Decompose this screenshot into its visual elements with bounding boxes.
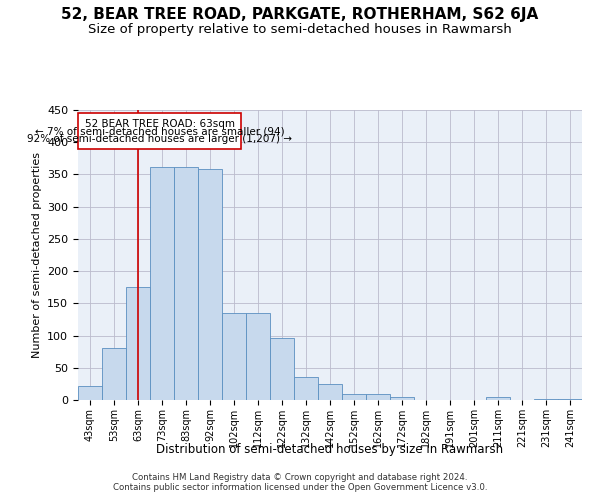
Text: Distribution of semi-detached houses by size in Rawmarsh: Distribution of semi-detached houses by … bbox=[157, 442, 503, 456]
Text: 92% of semi-detached houses are larger (1,207) →: 92% of semi-detached houses are larger (… bbox=[27, 134, 292, 144]
Bar bbox=[294, 378, 318, 400]
Bar bbox=[78, 113, 241, 148]
Bar bbox=[78, 386, 102, 400]
Bar bbox=[126, 287, 150, 400]
Text: ← 7% of semi-detached houses are smaller (94): ← 7% of semi-detached houses are smaller… bbox=[35, 127, 284, 137]
Text: Contains public sector information licensed under the Open Government Licence v3: Contains public sector information licen… bbox=[113, 482, 487, 492]
Bar bbox=[102, 348, 126, 400]
Bar bbox=[246, 313, 270, 400]
Bar bbox=[222, 313, 246, 400]
Text: 52 BEAR TREE ROAD: 63sqm: 52 BEAR TREE ROAD: 63sqm bbox=[85, 119, 235, 129]
Y-axis label: Number of semi-detached properties: Number of semi-detached properties bbox=[32, 152, 41, 358]
Bar bbox=[318, 384, 342, 400]
Bar bbox=[534, 398, 558, 400]
Text: Size of property relative to semi-detached houses in Rawmarsh: Size of property relative to semi-detach… bbox=[88, 22, 512, 36]
Text: Contains HM Land Registry data © Crown copyright and database right 2024.: Contains HM Land Registry data © Crown c… bbox=[132, 472, 468, 482]
Bar bbox=[342, 394, 366, 400]
Bar bbox=[198, 170, 222, 400]
Bar bbox=[390, 397, 414, 400]
Text: 52, BEAR TREE ROAD, PARKGATE, ROTHERHAM, S62 6JA: 52, BEAR TREE ROAD, PARKGATE, ROTHERHAM,… bbox=[61, 8, 539, 22]
Bar bbox=[150, 166, 174, 400]
Bar bbox=[486, 398, 510, 400]
Bar bbox=[270, 338, 294, 400]
Bar bbox=[366, 394, 390, 400]
Bar bbox=[174, 166, 198, 400]
Bar bbox=[558, 398, 582, 400]
